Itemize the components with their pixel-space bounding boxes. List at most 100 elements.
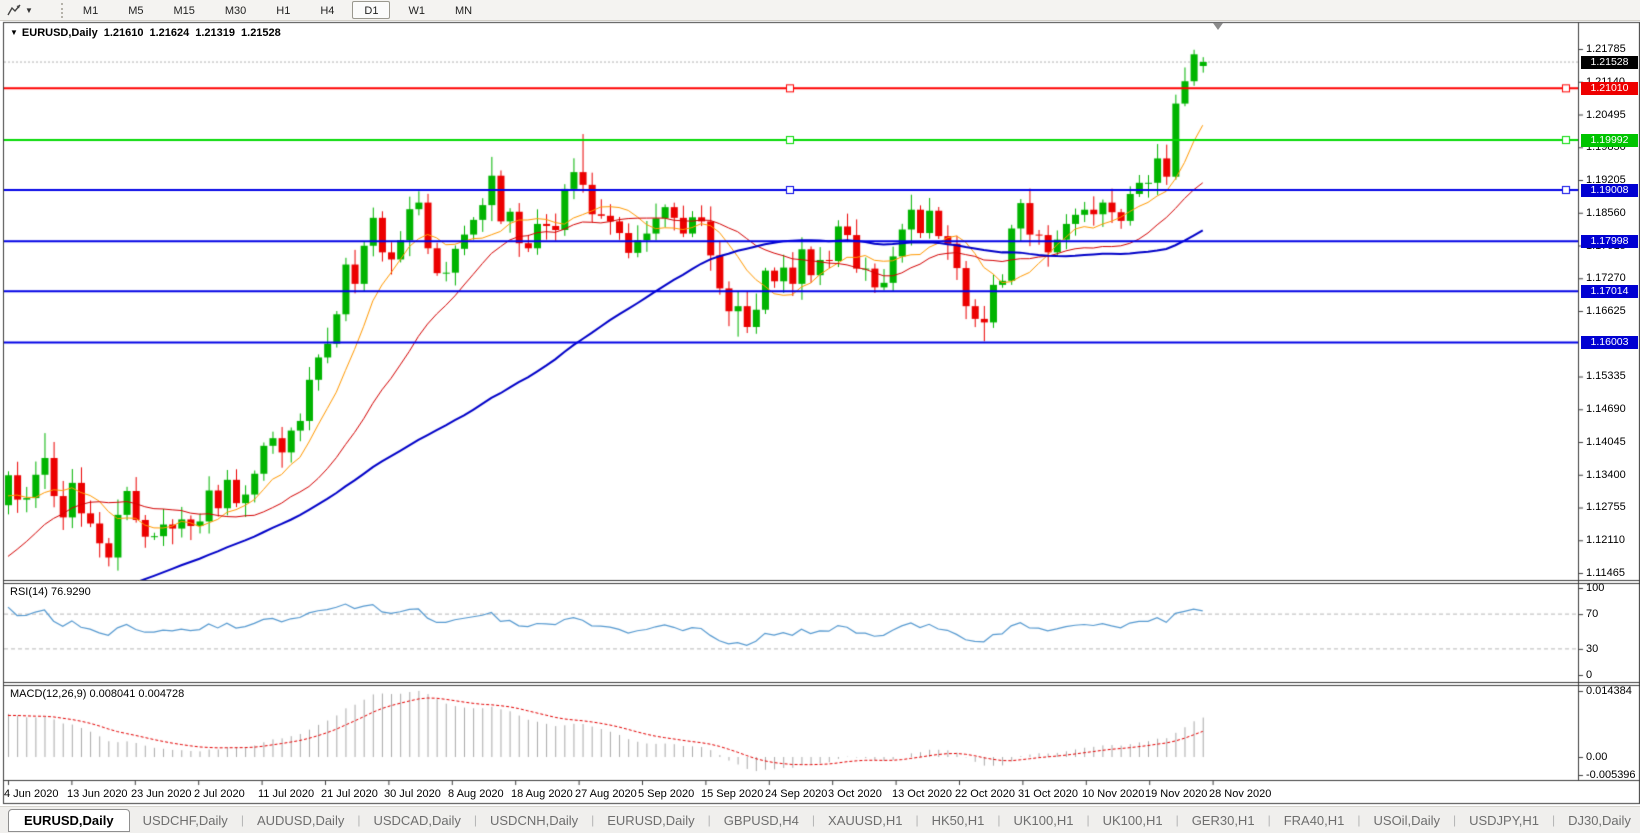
price-axis-label: 1.21785 bbox=[1586, 43, 1626, 55]
symbol-tab-dj30-daily[interactable]: DJ30,Daily bbox=[1568, 812, 1631, 828]
price-chart-canvas[interactable] bbox=[0, 0, 1640, 806]
symbol-tab-eurusd-daily[interactable]: EURUSD,Daily bbox=[8, 809, 130, 832]
timeframe-button-w1[interactable]: W1 bbox=[408, 5, 425, 17]
timeframe-button-m1[interactable]: M1 bbox=[82, 5, 99, 17]
date-axis-label: 11 Jul 2020 bbox=[258, 788, 315, 800]
tab-separator: | bbox=[811, 813, 816, 827]
tab-separator: | bbox=[1452, 813, 1457, 827]
price-axis-label: 1.18560 bbox=[1586, 207, 1626, 219]
tab-separator: | bbox=[1086, 813, 1090, 827]
tab-separator: | bbox=[240, 813, 244, 827]
macd-axis-label: -0.005396 bbox=[1586, 769, 1636, 781]
tab-separator: | bbox=[1267, 813, 1271, 827]
symbol-tab-usdjpy-h1[interactable]: USDJPY,H1 bbox=[1469, 812, 1539, 828]
date-axis-label: 24 Sep 2020 bbox=[765, 788, 828, 800]
date-axis-label: 13 Oct 2020 bbox=[892, 788, 952, 800]
symbol-tab-ger30-h1[interactable]: GER30,H1 bbox=[1191, 812, 1255, 828]
symbol-tab-xauusd-h1[interactable]: XAUUSD,H1 bbox=[828, 812, 903, 828]
cursor-tool-icon bbox=[7, 4, 21, 16]
tab-separator: | bbox=[357, 813, 361, 827]
symbol-tab-usdcad-daily[interactable]: USDCAD,Daily bbox=[373, 812, 461, 828]
date-axis-label: 3 Oct 2020 bbox=[828, 788, 882, 800]
date-axis-label: 8 Aug 2020 bbox=[448, 788, 504, 800]
toolbar-grip bbox=[60, 2, 63, 18]
hline-price-badge: 1.19008 bbox=[1581, 184, 1638, 197]
timeframe-button-mn[interactable]: MN bbox=[454, 5, 473, 17]
date-axis-label: 5 Sep 2020 bbox=[638, 788, 695, 800]
ohlc-close: 1.21528 bbox=[241, 27, 281, 39]
timeframe-buttons: M1 M5 M15 M30 H1 H4 D1 W1 MN bbox=[71, 1, 484, 19]
dropdown-caret-icon: ▼ bbox=[25, 5, 33, 15]
date-axis-label: 31 Oct 2020 bbox=[1018, 788, 1078, 800]
symbol-tab-audusd-daily[interactable]: AUDUSD,Daily bbox=[256, 812, 345, 828]
price-axis-label: 1.11465 bbox=[1586, 567, 1625, 579]
hline-price-badge: 1.16003 bbox=[1581, 336, 1638, 349]
ohlc-low: 1.21319 bbox=[195, 27, 236, 39]
price-axis-label: 1.19205 bbox=[1586, 174, 1626, 186]
tab-separator: | bbox=[1175, 813, 1179, 827]
symbol-tab-fra40-h1[interactable]: FRA40,H1 bbox=[1283, 812, 1345, 828]
rsi-axis-label: 70 bbox=[1586, 608, 1599, 620]
date-axis-label: 23 Jun 2020 bbox=[131, 788, 192, 800]
chart-dropdown-icon[interactable]: ▼ bbox=[10, 28, 18, 37]
timeframe-button-h1[interactable]: H1 bbox=[276, 5, 291, 17]
symbol-tab-gbpusd-h4[interactable]: GBPUSD,H4 bbox=[723, 812, 799, 828]
symbol-tab-usdcnh-daily[interactable]: USDCNH,Daily bbox=[490, 812, 579, 828]
date-axis-label: 2 Jul 2020 bbox=[194, 788, 245, 800]
timeframe-button-m30[interactable]: M30 bbox=[224, 5, 247, 17]
tab-separator: | bbox=[1551, 813, 1556, 827]
date-axis-label: 27 Aug 2020 bbox=[575, 788, 637, 800]
tab-separator: | bbox=[1357, 813, 1361, 827]
price-axis-label: 1.14045 bbox=[1586, 436, 1626, 448]
tab-separator: | bbox=[997, 813, 1001, 827]
tab-separator: | bbox=[591, 813, 595, 827]
symbol-tab-uk100-h1[interactable]: UK100,H1 bbox=[1013, 812, 1074, 828]
chart-shift-marker[interactable] bbox=[1213, 23, 1223, 30]
tab-separator: | bbox=[707, 813, 711, 827]
date-axis-label: 10 Nov 2020 bbox=[1082, 788, 1145, 800]
macd-axis-label: 0.00 bbox=[1586, 751, 1608, 763]
price-axis-label: 1.13400 bbox=[1586, 469, 1626, 481]
price-axis-label: 1.17270 bbox=[1586, 272, 1626, 284]
chart-symbol-period: EURUSD,Daily bbox=[21, 27, 98, 39]
hline-price-badge: 1.19992 bbox=[1581, 134, 1638, 147]
price-axis-label: 1.14690 bbox=[1586, 403, 1626, 415]
chart-title: ▼ EURUSD,Daily 1.21610 1.21624 1.21319 1.2152… bbox=[10, 27, 287, 39]
date-axis-label: 4 Jun 2020 bbox=[4, 788, 59, 800]
hline-price-badge: 1.21010 bbox=[1581, 82, 1638, 95]
ohlc-high: 1.21624 bbox=[149, 27, 190, 39]
timeframe-toolbar: ▼ M1 M5 M15 M30 H1 H4 D1 W1 MN bbox=[0, 0, 1640, 21]
macd-indicator-label: MACD(12,26,9) 0.008041 0.004728 bbox=[10, 688, 185, 700]
date-axis-label: 28 Nov 2020 bbox=[1209, 788, 1272, 800]
symbol-tab-eurusd-daily[interactable]: EURUSD,Daily bbox=[607, 812, 695, 828]
timeframe-button-d1[interactable]: D1 bbox=[352, 1, 391, 19]
timeframe-button-m15[interactable]: M15 bbox=[173, 5, 195, 17]
date-axis-label: 15 Sep 2020 bbox=[701, 788, 764, 800]
tab-separator: | bbox=[915, 813, 919, 827]
hline-price-badge: 1.17998 bbox=[1581, 235, 1638, 248]
timeframe-button-h4[interactable]: H4 bbox=[320, 5, 335, 17]
cursor-tool-button[interactable]: ▼ bbox=[0, 0, 39, 20]
ohlc-open: 1.21610 bbox=[103, 27, 144, 39]
hline-price-badge: 1.17014 bbox=[1581, 285, 1638, 298]
chart-labels-layer: ▼ EURUSD,Daily 1.21610 1.21624 1.21319 1.2152… bbox=[4, 23, 1638, 800]
price-axis-label: 1.16625 bbox=[1586, 305, 1626, 317]
symbol-tab-usoil-daily[interactable]: USOil,Daily bbox=[1373, 812, 1440, 828]
price-axis-label: 1.12755 bbox=[1586, 501, 1626, 513]
rsi-axis-label: 100 bbox=[1586, 582, 1605, 594]
timeframe-button-m5[interactable]: M5 bbox=[128, 5, 144, 17]
date-axis-label: 13 Jun 2020 bbox=[67, 788, 128, 800]
date-axis-label: 22 Oct 2020 bbox=[955, 788, 1015, 800]
rsi-axis-label: 0 bbox=[1586, 669, 1593, 681]
date-axis-label: 19 Nov 2020 bbox=[1145, 788, 1208, 800]
tab-separator: | bbox=[473, 813, 477, 827]
price-axis-label: 1.20495 bbox=[1586, 109, 1626, 121]
date-axis-label: 18 Aug 2020 bbox=[511, 788, 573, 800]
symbol-tab-uk100-h1[interactable]: UK100,H1 bbox=[1102, 812, 1163, 828]
symbol-tab-hk50-h1[interactable]: HK50,H1 bbox=[931, 812, 985, 828]
date-axis-label: 30 Jul 2020 bbox=[384, 788, 441, 800]
symbol-tab-usdchf-daily[interactable]: USDCHF,Daily bbox=[142, 812, 228, 828]
price-axis-label: 1.15335 bbox=[1586, 370, 1626, 382]
price-axis-label: 1.12110 bbox=[1586, 534, 1625, 546]
